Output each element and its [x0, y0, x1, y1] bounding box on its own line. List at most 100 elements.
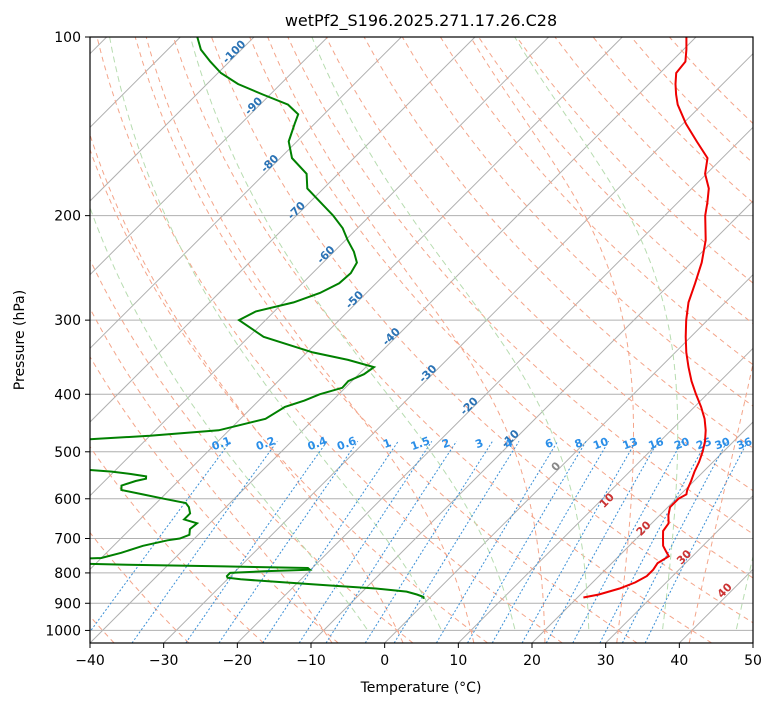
- dry-adiabat-line: [287, 37, 753, 535]
- dry-adiabat-line: [211, 37, 753, 624]
- moist-adiabat-line: [267, 37, 546, 643]
- dry-adiabat-line: [439, 37, 753, 366]
- moist-adiabat-line: [470, 37, 634, 643]
- isotherm-line: [678, 568, 753, 643]
- mixing-ratio-label: 10: [591, 435, 610, 453]
- moist-adiabat-line: [189, 37, 516, 630]
- y-axis-ticks: 100 200 300 400 500 600 700 800 900 1000: [45, 30, 90, 639]
- mixing-ratio-line: [521, 441, 637, 643]
- dry-adiabat-line: [90, 531, 190, 643]
- x-axis-label: Temperature (°C): [360, 680, 482, 696]
- mixing-ratio-label: 20: [672, 435, 691, 453]
- mixing-ratio-line: [491, 441, 610, 643]
- mixing-ratio-line: [572, 441, 683, 643]
- temperature-profile-line: [583, 37, 710, 599]
- y-tick-label: 700: [54, 532, 81, 548]
- dry-adiabat-line: [90, 355, 339, 643]
- dry-adiabat-line: [554, 37, 753, 244]
- moist-adiabat-label: 40: [715, 580, 735, 600]
- isotherm-label: -70: [285, 199, 308, 222]
- y-tick-label: 400: [54, 387, 81, 403]
- mixing-ratio-line: [644, 441, 749, 643]
- mixing-ratio-label: 0.2: [254, 434, 277, 453]
- x-axis-ticks: −40 −30 −20 −10 0 10 20 30 40 50: [75, 643, 762, 669]
- chart-title: wetPf2_S196.2025.271.17.26.C28: [285, 11, 557, 31]
- x-tick-label: −30: [149, 653, 179, 669]
- x-tick-label: 30: [597, 653, 615, 669]
- moist-adiabat-line: [688, 361, 753, 643]
- mixing-ratio-line: [467, 441, 587, 643]
- mixing-ratio-line: [621, 441, 728, 643]
- mixing-ratio-line: [90, 440, 231, 633]
- mixing-ratio-lines: [90, 440, 749, 643]
- isotherm-label: -40: [380, 325, 403, 348]
- mixing-ratio-line: [435, 441, 559, 643]
- moist-adiabat-label: 30: [674, 547, 694, 567]
- isotherm-line: [90, 37, 697, 643]
- mixing-ratio-label: 2: [440, 436, 452, 451]
- isotherm-label: -60: [314, 243, 337, 266]
- dry-adiabat-lines: [90, 37, 753, 643]
- isotherm-label: -80: [258, 152, 281, 175]
- dry-adiabat-line: [516, 37, 753, 284]
- isotherm-line: [457, 347, 753, 643]
- sounding-series: [90, 37, 710, 599]
- dry-adiabat-line: [90, 148, 488, 643]
- mixing-ratio-line: [599, 441, 708, 643]
- isotherm-line: [90, 37, 402, 350]
- moist-adiabat-line: [90, 133, 404, 643]
- dry-adiabat-line: [401, 37, 753, 407]
- mixing-ratio-label: 16: [647, 435, 666, 453]
- x-tick-label: −40: [75, 653, 105, 669]
- isotherm-label: -30: [416, 362, 439, 385]
- x-tick-label: −10: [296, 653, 326, 669]
- mixing-ratio-label: 4: [503, 436, 515, 451]
- moist-adiabat-line: [514, 37, 679, 630]
- pressure-gridlines: [90, 37, 753, 631]
- x-tick-label: −20: [223, 653, 253, 669]
- isotherm-lines: [90, 37, 753, 643]
- x-tick-label: 20: [523, 653, 541, 669]
- dry-adiabat-line: [134, 37, 638, 643]
- mixing-ratio-line: [185, 441, 328, 643]
- y-tick-label: 900: [54, 596, 81, 612]
- isotherm-label: -90: [242, 94, 265, 117]
- isotherm-label: -100: [220, 37, 249, 66]
- plot-area: -100-90-80-70-60-50-40-30-20-10010203040…: [90, 37, 753, 643]
- mixing-ratio-label: 6: [543, 436, 555, 451]
- isotherm-line: [605, 494, 753, 643]
- dry-adiabat-line: [90, 445, 264, 643]
- isotherm-line: [90, 37, 550, 497]
- moist-adiabat-line: [311, 37, 590, 630]
- y-tick-label: 800: [54, 566, 81, 582]
- isotherm-line: [90, 37, 623, 571]
- y-tick-label: 100: [54, 30, 81, 46]
- moist-adiabat-label: 20: [634, 518, 654, 538]
- moist-adiabat-line: [109, 37, 442, 630]
- moist-adiabat-label: 10: [597, 490, 617, 510]
- moist-adiabat-line: [735, 554, 753, 630]
- isotherm-line: [752, 642, 753, 643]
- isotherm-label: -50: [343, 288, 366, 311]
- y-tick-label: 600: [54, 492, 81, 508]
- x-tick-label: 40: [670, 653, 688, 669]
- dry-adiabat-line: [172, 37, 712, 643]
- dewpoint-profile-line: [90, 37, 425, 599]
- mixing-ratio-label: 1.5: [409, 434, 432, 453]
- y-tick-label: 500: [54, 445, 81, 461]
- mixing-ratio-label: 0.1: [210, 434, 233, 453]
- mixing-ratio-line: [262, 441, 399, 643]
- x-tick-label: 0: [380, 653, 389, 669]
- isotherm-line: [90, 37, 255, 202]
- mixing-ratio-line: [364, 441, 493, 643]
- y-axis-label: Pressure (hPa): [12, 290, 28, 390]
- x-tick-label: 50: [744, 653, 762, 669]
- plot-frame: [89, 36, 754, 644]
- mixing-ratio-line: [131, 441, 278, 643]
- mixing-ratio-line: [393, 441, 520, 643]
- mixing-ratio-label: 30: [713, 435, 732, 453]
- isotherm-line: [531, 421, 753, 643]
- skew-t-line-labels: -100-90-80-70-60-50-40-30-20-10010203040…: [210, 37, 753, 600]
